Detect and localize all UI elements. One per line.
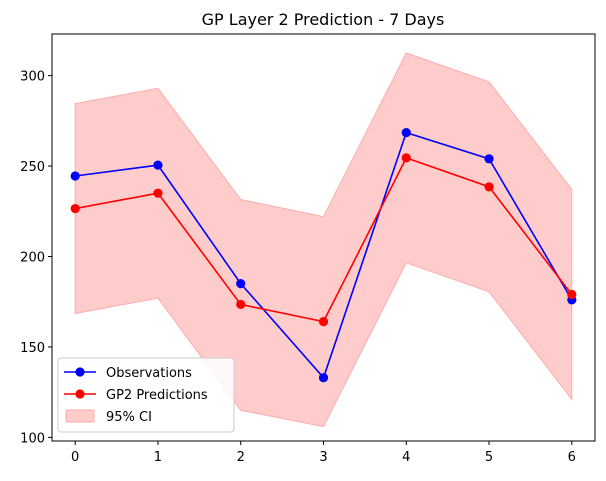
legend-label: 95% CI bbox=[106, 410, 152, 425]
data-point-observations bbox=[70, 171, 80, 181]
legend-marker-swatch bbox=[75, 389, 85, 399]
series-layer bbox=[70, 127, 577, 383]
legend-label: GP2 Predictions bbox=[106, 388, 208, 403]
x-tick-label: 0 bbox=[71, 450, 79, 465]
y-tick-label: 300 bbox=[20, 70, 45, 85]
legend: Observations GP2 Predictions 95% CI bbox=[57, 357, 235, 433]
x-tick-label: 4 bbox=[402, 450, 410, 465]
data-point-gp2-predictions bbox=[70, 203, 80, 214]
data-point-observations bbox=[401, 127, 411, 138]
y-tick-label: 100 bbox=[20, 431, 45, 446]
data-point-gp2-predictions bbox=[567, 289, 577, 300]
x-tick-label: 1 bbox=[154, 450, 162, 465]
x-tick-label: 2 bbox=[237, 450, 245, 465]
data-point-observations bbox=[318, 373, 329, 383]
data-point-gp2-predictions bbox=[484, 182, 494, 192]
legend-label: Observations bbox=[106, 366, 192, 381]
x-tick-label: 5 bbox=[485, 450, 493, 465]
y-tick-label: 150 bbox=[20, 341, 45, 356]
data-point-gp2-predictions bbox=[318, 317, 329, 327]
legend-band-swatch bbox=[65, 409, 95, 423]
y-axis: 100 150 200 250 300 bbox=[20, 70, 52, 446]
data-point-gp2-predictions bbox=[236, 299, 246, 310]
data-point-gp2-predictions bbox=[153, 188, 163, 198]
x-tick-label: 3 bbox=[319, 450, 327, 465]
y-tick-label: 250 bbox=[20, 160, 45, 175]
data-point-gp2-predictions bbox=[401, 153, 411, 163]
data-point-observations bbox=[484, 154, 494, 164]
legend-marker-swatch bbox=[75, 367, 85, 377]
y-tick-label: 200 bbox=[20, 250, 45, 265]
legend-box bbox=[57, 357, 235, 433]
x-axis: 0 1 2 3 4 5 6 bbox=[71, 441, 576, 465]
data-point-observations bbox=[236, 279, 246, 289]
chart-title: GP Layer 2 Prediction - 7 Days bbox=[202, 10, 445, 29]
data-point-observations bbox=[153, 160, 163, 170]
x-tick-label: 6 bbox=[568, 450, 576, 465]
